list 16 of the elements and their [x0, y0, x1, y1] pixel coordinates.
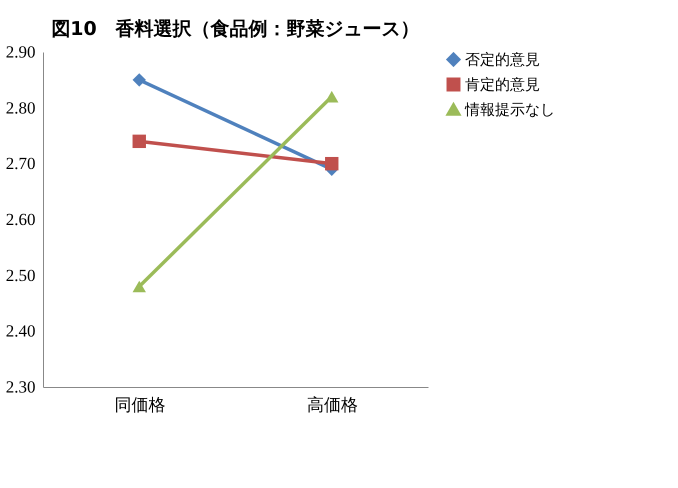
chart-title: 図10 香料選択（食品例：野菜ジュース）	[51, 18, 420, 40]
y-tick-label: 2.30	[6, 378, 36, 396]
y-tick-label: 2.70	[6, 154, 36, 174]
point	[325, 156, 338, 170]
point	[132, 134, 146, 148]
y-tick-label: 2.80	[6, 98, 36, 118]
y-tick-label: 2.90	[6, 42, 36, 62]
x-tick-label: 同価格	[114, 396, 166, 416]
y-tick-label: 2.60	[6, 210, 36, 229]
x-tick-label: 高価格	[306, 396, 358, 416]
legend-label: 肯定的意見	[465, 76, 540, 94]
point	[132, 73, 146, 87]
legend-label: 否定的意見	[465, 50, 540, 68]
y-tick-label: 2.50	[6, 266, 36, 285]
y-tick-label: 2.40	[6, 322, 36, 341]
legend-label: 情報提示なし	[464, 100, 555, 118]
